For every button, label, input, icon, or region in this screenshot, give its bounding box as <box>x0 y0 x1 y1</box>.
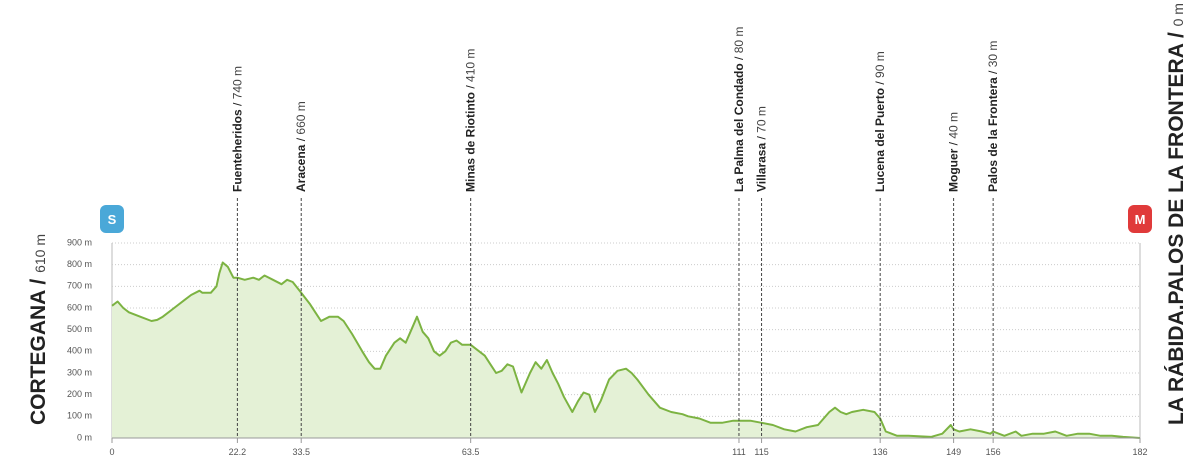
x-tick-label: 136 <box>873 447 888 457</box>
marker-label: Moguer / 40 m <box>947 112 961 192</box>
marker-name: La Palma del Condado <box>732 63 746 192</box>
marker-name: Moguer <box>947 148 961 192</box>
x-tick-label: 22.2 <box>229 447 247 457</box>
y-tick-label: 800 m <box>67 259 92 269</box>
x-tick-label: 156 <box>986 447 1001 457</box>
y-tick-label: 200 m <box>67 389 92 399</box>
y-tick-label: 500 m <box>67 324 92 334</box>
start-icon <box>100 205 124 233</box>
start-icon-text: S <box>108 212 117 227</box>
y-tick-label: 700 m <box>67 281 92 291</box>
finish-icon-text: M <box>1135 212 1146 227</box>
marker-name: Aracena <box>294 144 308 192</box>
marker-altitude: 70 m <box>755 106 769 133</box>
marker-separator: / <box>294 135 308 145</box>
marker-altitude: 90 m <box>873 51 887 78</box>
elevation-area <box>112 262 1140 438</box>
y-tick-label: 300 m <box>67 367 92 377</box>
x-tick-label: 182 <box>1132 447 1147 457</box>
y-tick-label: 900 m <box>67 237 92 247</box>
marker-label: Villarasa / 70 m <box>755 106 769 192</box>
marker-altitude: 30 m <box>986 41 1000 68</box>
start-label: CORTEGANA / 610 m <box>27 234 50 425</box>
x-tick-label: 0 <box>109 447 114 457</box>
x-tick-label: 33.5 <box>292 447 310 457</box>
marker-altitude: 740 m <box>230 66 244 99</box>
elevation-line <box>111 261 1141 439</box>
marker-separator: / <box>230 99 244 109</box>
marker-name: Palos de la Frontera <box>986 77 1000 192</box>
marker-separator: / <box>755 133 769 143</box>
finish-icon <box>1128 205 1152 233</box>
marker-separator: / <box>732 53 746 63</box>
marker-altitude: 40 m <box>947 112 961 139</box>
marker-separator: / <box>986 67 1000 77</box>
start-name: CORTEGANA <box>27 290 50 425</box>
marker-altitude: 80 m <box>732 27 746 54</box>
marker-separator: / <box>464 82 478 92</box>
marker-altitude: 660 m <box>294 101 308 134</box>
y-tick-label: 400 m <box>67 346 92 356</box>
start-altitude: 610 m <box>32 234 48 273</box>
x-tick-label: 63.5 <box>462 447 480 457</box>
marker-name: Lucena del Puerto <box>873 88 887 192</box>
finish-label: LA RÁBIDA.PALOS DE LA FRONTERA / 0 m <box>1165 3 1188 425</box>
marker-name: Fuenteheridos <box>230 109 244 192</box>
marker-label: Minas de Riotinto / 410 m <box>464 49 478 192</box>
x-tick-label: 149 <box>946 447 961 457</box>
marker-separator: / <box>873 78 887 88</box>
y-tick-label: 100 m <box>67 411 92 421</box>
marker-altitude: 410 m <box>464 49 478 82</box>
marker-label: Fuenteheridos / 740 m <box>230 66 244 192</box>
marker-name: Minas de Riotinto <box>464 92 478 192</box>
marker-label: La Palma del Condado / 80 m <box>732 27 746 192</box>
finish-altitude: 0 m <box>1170 3 1186 26</box>
finish-name: LA RÁBIDA.PALOS DE LA FRONTERA <box>1165 43 1188 425</box>
marker-separator: / <box>947 139 961 149</box>
marker-label: Palos de la Frontera / 30 m <box>986 41 1000 192</box>
marker-label: Lucena del Puerto / 90 m <box>873 51 887 192</box>
x-tick-label: 115 <box>754 447 768 457</box>
x-tick-label: 111 <box>732 447 746 457</box>
marker-label: Aracena / 660 m <box>294 101 308 192</box>
y-tick-label: 600 m <box>67 302 92 312</box>
marker-name: Villarasa <box>755 143 769 192</box>
y-tick-label: 0 m <box>77 432 92 442</box>
